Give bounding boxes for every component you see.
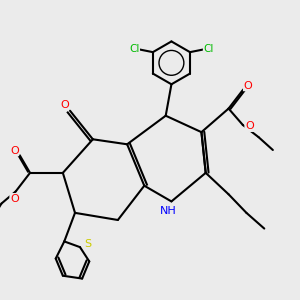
Text: O: O — [10, 146, 19, 156]
Text: S: S — [84, 238, 92, 249]
Text: NH: NH — [160, 206, 177, 216]
Text: Cl: Cl — [129, 44, 140, 54]
Text: O: O — [10, 194, 19, 204]
Text: O: O — [60, 100, 69, 110]
Text: Cl: Cl — [203, 44, 214, 54]
Text: O: O — [244, 81, 252, 91]
Text: O: O — [245, 122, 254, 131]
